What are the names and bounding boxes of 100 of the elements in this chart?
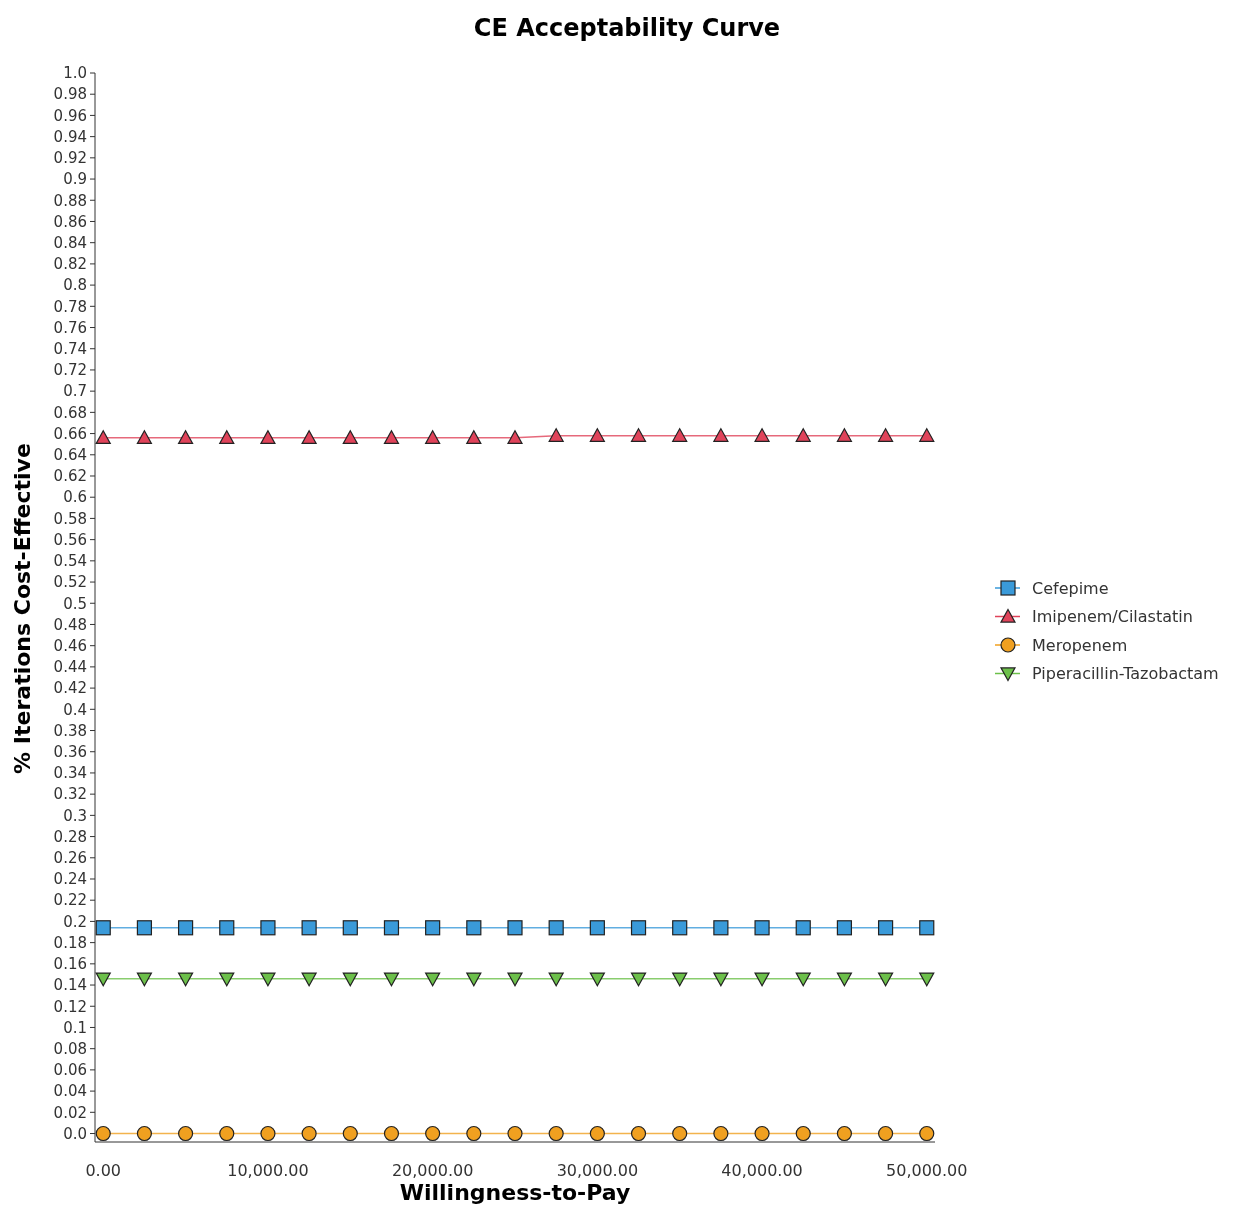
y-tick-label: 1.0: [63, 64, 87, 83]
legend-label: Cefepime: [1032, 578, 1109, 598]
y-tick-label: 0.08: [53, 1039, 87, 1058]
point: [672, 920, 688, 936]
y-tick-label: 0.78: [53, 297, 87, 316]
point: [177, 1125, 194, 1142]
point: [136, 430, 153, 445]
point: [342, 1125, 358, 1142]
x-tick-label: 10,000.00: [227, 1161, 309, 1180]
y-tick-label: 0.3: [63, 806, 87, 825]
x-tick-label: 0.00: [85, 1161, 122, 1180]
point: [466, 972, 482, 987]
y-tick-label: 0.64: [53, 446, 87, 465]
y-tick-label: 0.72: [53, 361, 87, 380]
y-tick-label: 0.52: [53, 573, 87, 592]
y-tick-label: 0.58: [53, 509, 87, 528]
point: [136, 1125, 153, 1142]
point: [589, 1125, 605, 1142]
point: [342, 920, 358, 936]
x-axis-title: Willingness-to-Pay: [399, 1180, 631, 1205]
y-tick-label: 0.04: [53, 1082, 87, 1101]
point: [95, 1125, 111, 1142]
y-tick-label: 0.16: [53, 955, 87, 974]
y-tick-label: 0.9: [63, 170, 87, 189]
legend-label: Meropenem: [1032, 635, 1128, 655]
point: [672, 1125, 688, 1142]
y-tick-label: 0.4: [63, 700, 87, 719]
point: [425, 1125, 441, 1142]
y-tick-label: 0.42: [53, 679, 87, 698]
point: [177, 920, 194, 936]
y-tick-label: 0.02: [53, 1103, 87, 1122]
point: [466, 920, 482, 936]
point: [425, 972, 441, 987]
point: [630, 428, 647, 442]
y-tick-label: 0.84: [53, 233, 87, 252]
point: [177, 972, 194, 987]
point: [466, 430, 482, 445]
point: [548, 1125, 564, 1142]
y-tick-label: 0.6: [63, 488, 87, 507]
x-tick-label: 20,000.00: [391, 1161, 474, 1180]
point: [589, 428, 605, 442]
point: [795, 972, 811, 987]
point: [342, 430, 358, 445]
point: [301, 1125, 317, 1142]
point: [589, 920, 605, 936]
y-tick-label: 0.74: [53, 339, 87, 358]
point: [836, 920, 853, 936]
point: [630, 1125, 647, 1142]
y-tick-label: 0.38: [53, 721, 87, 740]
y-tick-label: 0.82: [53, 255, 87, 274]
point: [301, 920, 317, 936]
y-tick-label: 0.36: [53, 742, 87, 761]
legend-label: Imipenem/Cilastatin: [1032, 607, 1193, 627]
point: [589, 972, 605, 987]
y-tick-label: 0.56: [53, 530, 87, 549]
point: [713, 1125, 729, 1142]
point: [795, 920, 811, 936]
point: [301, 972, 317, 987]
point: [507, 972, 523, 987]
point: [219, 920, 235, 936]
point: [383, 430, 400, 445]
point: [466, 1125, 482, 1142]
y-tick-label: 0.8: [63, 276, 87, 295]
point: [548, 920, 564, 936]
point: [507, 430, 523, 445]
point: [136, 972, 153, 987]
point: [95, 972, 111, 987]
y-tick-label: 0.44: [53, 658, 87, 677]
y-tick-label: 0.92: [53, 149, 87, 168]
x-tick-label: 40,000.00: [721, 1161, 803, 1180]
y-tick-label: 0.98: [53, 85, 87, 104]
point: [672, 972, 688, 987]
y-tick-label: 0.22: [53, 891, 87, 910]
point: [877, 972, 894, 987]
point: [548, 428, 564, 442]
point: [877, 428, 894, 442]
point: [836, 972, 853, 987]
point: [630, 972, 647, 987]
y-tick-label: 0.5: [63, 594, 87, 613]
y-tick-label: 0.14: [53, 976, 87, 995]
point: [672, 428, 688, 442]
point: [425, 920, 441, 936]
point: [136, 920, 153, 936]
y-tick-label: 0.88: [53, 191, 87, 210]
y-tick-label: 0.34: [53, 764, 87, 783]
point: [260, 430, 276, 445]
point: [507, 920, 523, 936]
point: [383, 1125, 400, 1142]
y-tick-label: 0.1: [63, 1018, 87, 1037]
point: [219, 1125, 235, 1142]
y-tick-label: 0.48: [53, 615, 87, 634]
y-tick-label: 0.12: [53, 997, 87, 1016]
y-tick-label: 0.18: [53, 933, 87, 952]
point: [836, 428, 853, 442]
point: [95, 430, 111, 445]
chart-title: CE Acceptability Curve: [473, 14, 781, 42]
point: [877, 1125, 894, 1142]
point: [301, 430, 317, 445]
y-tick-label: 0.32: [53, 785, 87, 804]
y-tick-label: 0.26: [53, 849, 87, 868]
